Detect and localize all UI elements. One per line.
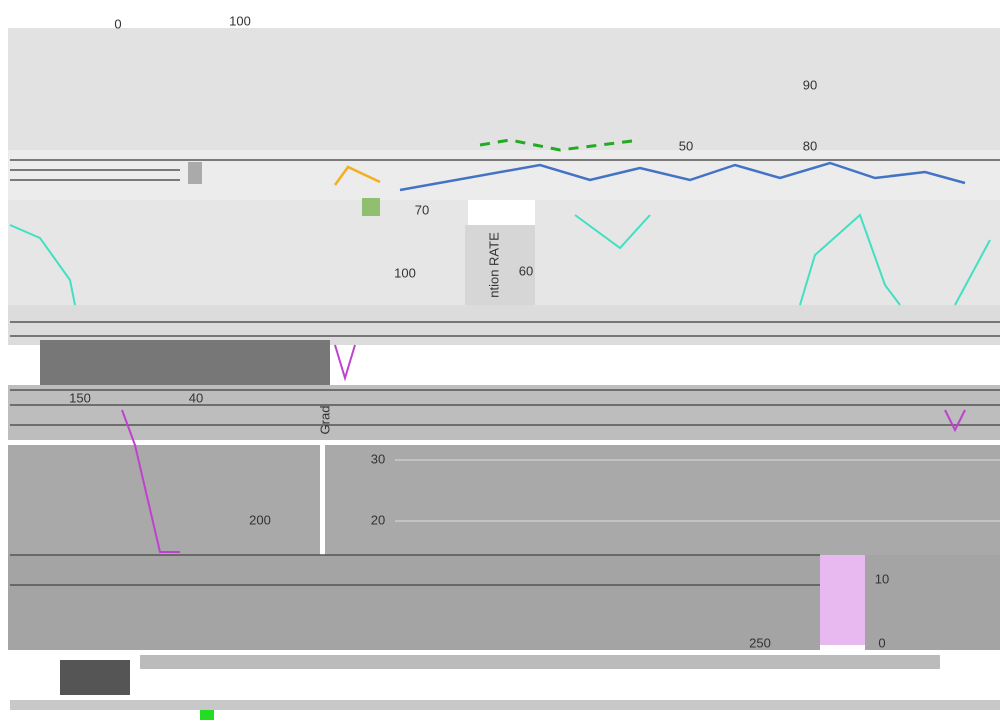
tick-label: 200: [249, 512, 271, 527]
axis-title: ntion RATE: [486, 232, 501, 298]
panel: [325, 445, 1000, 555]
tick-label: 20: [371, 512, 385, 527]
line-fragment: [121, 409, 180, 553]
panel: [8, 385, 1000, 440]
text-strip: [10, 700, 1000, 710]
panel: [40, 340, 330, 385]
line-fragment: [954, 239, 991, 306]
panel: [8, 28, 1000, 150]
line-fragment: [944, 409, 966, 433]
panel: [465, 225, 535, 305]
line-fragment: [799, 213, 901, 306]
panel: [865, 555, 1000, 650]
tick-label: 0: [878, 635, 885, 650]
marker: [362, 198, 380, 216]
panel: [8, 305, 1000, 345]
tick-label: 70: [415, 202, 429, 217]
tick-label: 10: [875, 571, 889, 586]
line-fragment: [333, 165, 381, 186]
line-fragment: [399, 161, 966, 192]
tick-label: 30: [371, 451, 385, 466]
tick-label: 0: [114, 16, 121, 31]
line-fragment: [479, 138, 641, 152]
tick-label: 150: [69, 390, 91, 405]
axis-title: Grad: [317, 406, 332, 435]
tick-label: 40: [189, 390, 203, 405]
line-fragment: [9, 224, 76, 306]
panel: [535, 200, 1000, 305]
tick-label: 50: [679, 138, 693, 153]
tick-label: 100: [394, 265, 416, 280]
panel: [8, 150, 1000, 200]
labels: 0 100 90 50 80 70 60 100 ntion RATE 150 …: [69, 13, 889, 650]
panel: [820, 555, 865, 645]
tick-label: 60: [519, 263, 533, 278]
panel: [8, 445, 320, 555]
panel: [8, 200, 468, 305]
marker: [188, 162, 202, 184]
line-fragment: [574, 214, 651, 250]
glitch-lines: [10, 159, 1000, 586]
tick-label: 250: [749, 635, 771, 650]
text-strip: [140, 655, 940, 669]
tick-label: 90: [803, 77, 817, 92]
tick-label: 100: [229, 13, 251, 28]
tick-label: 80: [803, 138, 817, 153]
line-fragment: [334, 344, 356, 382]
panel: [8, 555, 820, 650]
panel: [60, 660, 130, 695]
